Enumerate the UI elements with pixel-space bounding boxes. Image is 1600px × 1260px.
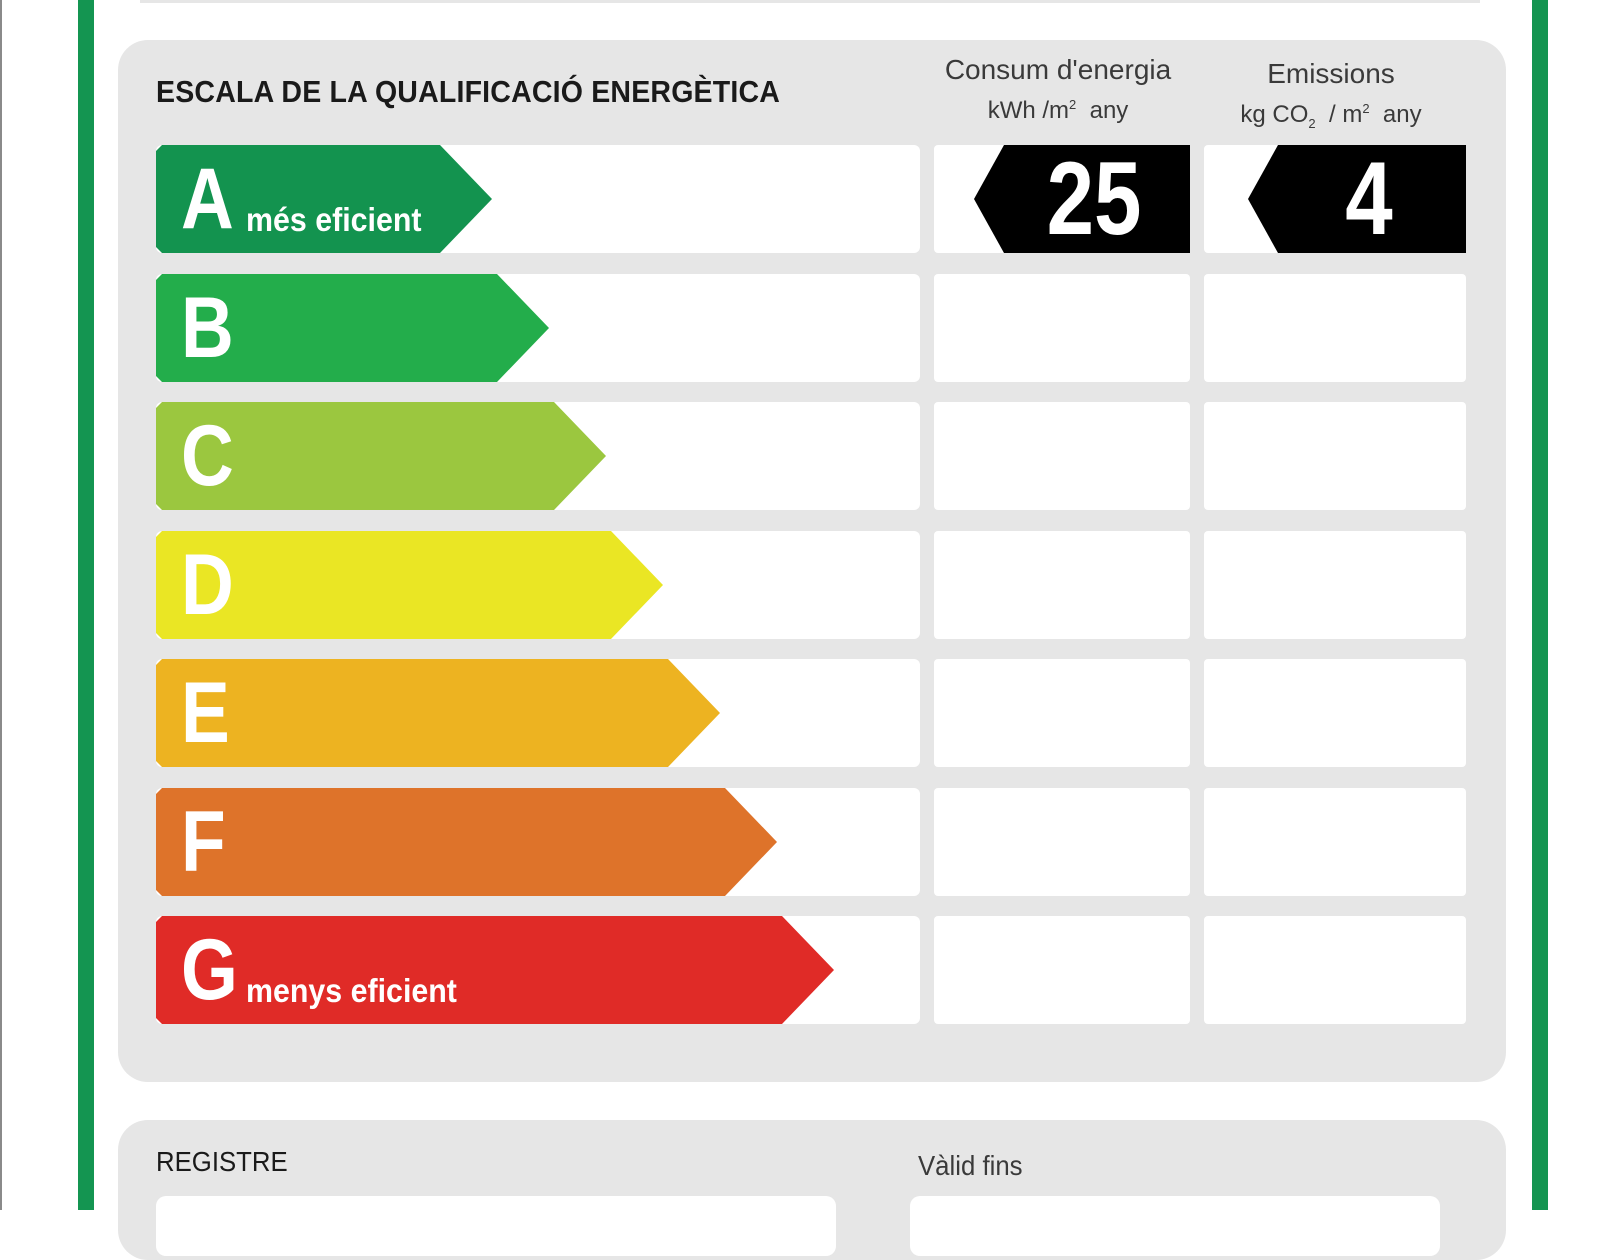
energy-column-header: Consum d'energia kWh /m2 any [930,52,1186,128]
energy-cell-c [934,402,1190,510]
energy-unit-suffix: any [1089,97,1129,124]
rating-bar-c: C [156,402,606,510]
rating-letter-b: B [181,279,234,376]
rating-letter-a: A [181,151,234,247]
energy-rating-badge: 25 [974,145,1190,253]
frame-border-right [1532,0,1548,1210]
scale-title: ESCALA DE LA QUALIFICACIÓ ENERGÈTICA [156,74,781,109]
emissions-unit-mid: / m [1328,101,1363,128]
emissions-column-unit: kg CO2 / m2 any [1200,92,1462,141]
emissions-rating-badge-shape [1248,145,1466,253]
energy-unit-sup: 2 [1069,97,1077,112]
rating-bar-d: D [156,530,663,639]
emissions-cell-f [1204,787,1466,896]
emissions-rating-badge: 4 [1248,145,1466,253]
energy-column-title: Consum d'energia [944,54,1172,85]
rating-bar-f: F [156,787,777,896]
registry-label: REGISTRE [156,1146,288,1177]
registry-panel: REGISTRE Vàlid fins [118,1120,1506,1260]
emissions-column-header: Emissions kg CO2 / m2 any [1200,56,1462,141]
emissions-cell-c [1204,402,1466,510]
top-divider [140,0,1480,3]
rating-bar-d-shape [156,530,663,639]
emissions-unit-sub: 2 [1308,115,1316,131]
energy-rating-badge-shape [974,145,1190,253]
frame-border-left [78,0,94,1210]
emissions-unit-sup: 2 [1362,101,1370,116]
rating-bar-a-shape [156,145,492,253]
emissions-cell-d [1204,530,1466,639]
rating-letter-c: C [181,408,234,504]
valid-until-label: Vàlid fins [918,1150,1023,1181]
emissions-rating-badge-value: 4 [1345,141,1393,257]
valid-until-field [910,1196,1440,1256]
emissions-unit-suffix: any [1382,101,1422,128]
emissions-column-title: Emissions [1267,58,1395,89]
energy-unit-base: kWh /m [987,97,1070,124]
energy-scale-panel: ESCALA DE LA QUALIFICACIÓ ENERGÈTICA Con… [118,40,1506,1082]
rating-bar-e: E [156,659,720,767]
rating-bar-f-shape [156,787,777,896]
energy-cell-d [934,530,1190,639]
emissions-cell-e [1204,659,1466,767]
rating-caption-g: menys eficient [246,972,457,1009]
rating-caption-a: més eficient [246,201,422,238]
page-edge [0,0,2,1210]
energy-cell-f [934,787,1190,896]
emissions-cell-g [1204,916,1466,1024]
rating-letter-e: E [181,665,230,761]
rating-bar-b-shape [156,273,549,382]
energy-cell-e [934,659,1190,767]
rating-bar-e-shape [156,659,720,767]
energy-column-unit: kWh /m2 any [930,88,1186,128]
rating-bar-c-shape [156,402,606,510]
energy-rating-badge-value: 25 [1046,141,1142,257]
rating-letter-f: F [181,793,226,890]
rating-bar-b: B [156,273,549,382]
emissions-cell-b [1204,273,1466,382]
energy-cell-b [934,273,1190,382]
emissions-unit-base: kg CO [1240,101,1309,128]
rating-bar-g-shape [156,916,834,1024]
rating-letter-g: G [181,922,238,1018]
rating-letter-d: D [181,536,234,633]
registry-field [156,1196,836,1256]
energy-cell-g [934,916,1190,1024]
